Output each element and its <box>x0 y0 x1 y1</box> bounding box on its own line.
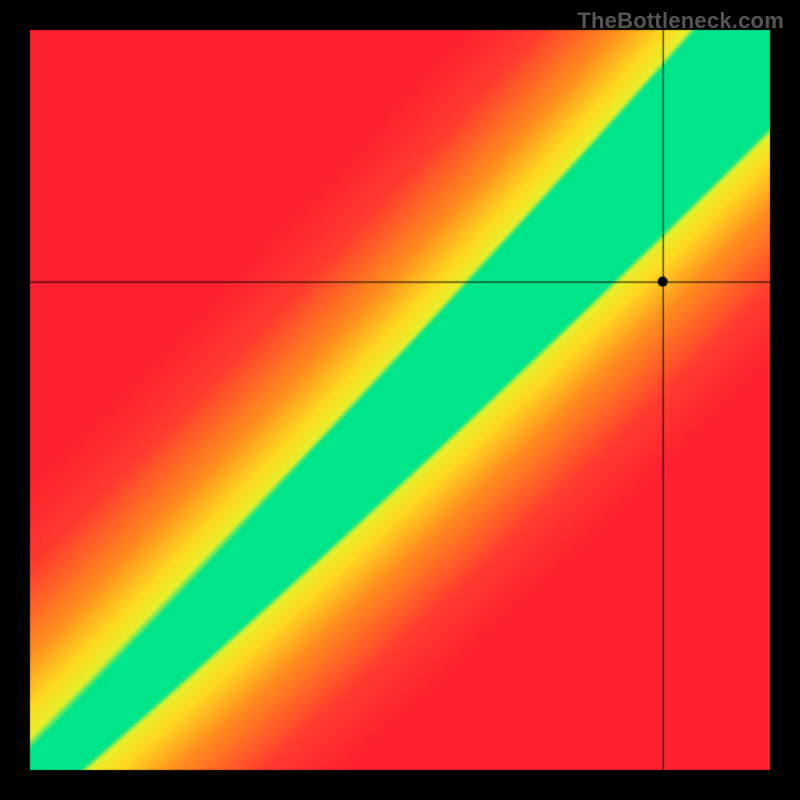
bottleneck-heatmap <box>0 0 800 800</box>
watermark-text: TheBottleneck.com <box>577 8 784 34</box>
chart-container: TheBottleneck.com <box>0 0 800 800</box>
